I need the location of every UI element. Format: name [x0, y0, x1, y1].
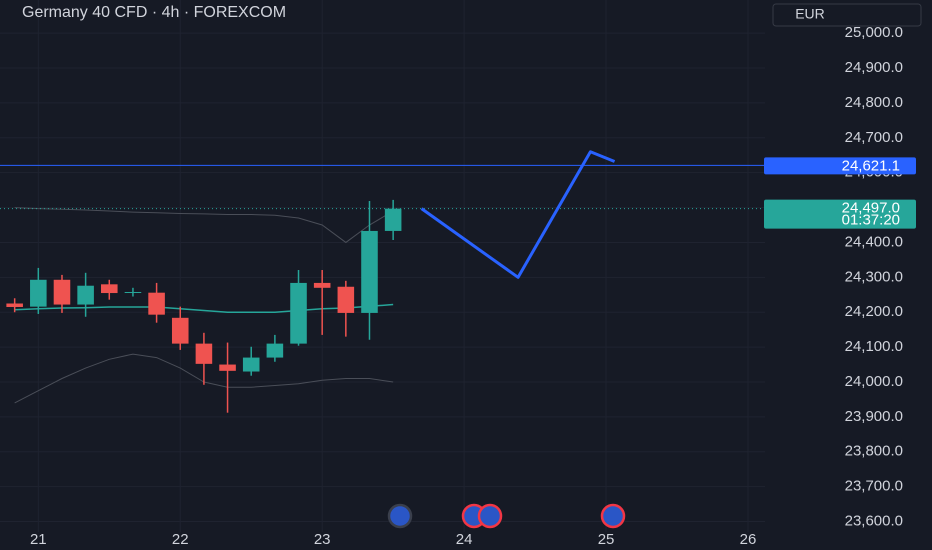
y-tick-label: 23,800.0: [845, 443, 903, 460]
x-tick-label: 26: [740, 531, 757, 548]
candle-body: [384, 208, 402, 231]
event-icon: [600, 503, 626, 529]
x-tick-label: 22: [172, 531, 189, 548]
indicator-line: [14, 303, 394, 313]
candle-body: [290, 282, 307, 344]
event-icon: [387, 503, 413, 529]
candle-body: [361, 230, 378, 313]
x-tick-label: 21: [30, 531, 47, 548]
candle-body: [124, 291, 142, 293]
y-tick-label: 24,900.0: [845, 59, 903, 76]
drawing-path: [420, 150, 616, 279]
price-label-box: [764, 157, 916, 175]
x-tick-label: 23: [314, 531, 331, 548]
candle-body: [101, 284, 118, 294]
y-tick-label: 25,000.0: [845, 24, 903, 41]
candle-body: [171, 317, 189, 344]
price-label: 24,621.1: [842, 157, 900, 174]
y-tick-label: 24,400.0: [845, 233, 903, 250]
candle-body: [195, 343, 213, 364]
candle-body: [30, 279, 47, 307]
y-tick-label: 23,600.0: [845, 513, 903, 530]
y-tick-label: 24,200.0: [845, 303, 903, 320]
candle-body: [6, 303, 23, 307]
candle-body: [266, 343, 284, 358]
candle-body: [148, 292, 165, 315]
candle-body: [53, 279, 71, 305]
x-tick-label: 24: [456, 531, 473, 548]
candle-body: [219, 364, 236, 371]
event-icon: [477, 503, 503, 529]
chart-title: Germany 40 CFD · 4h · FOREXCOM: [22, 4, 286, 21]
price-axis: [765, 0, 932, 550]
last-price-box: [764, 199, 916, 229]
indicator-line: [14, 207, 394, 244]
y-tick-label: 24,100.0: [845, 338, 903, 355]
y-tick-label: 24,300.0: [845, 268, 903, 285]
candle-body: [337, 286, 355, 313]
y-tick-label: 24,800.0: [845, 94, 903, 111]
y-tick-label: 24,000.0: [845, 373, 903, 390]
currency-box: [772, 3, 922, 27]
countdown-label: 01:37:20: [842, 212, 900, 229]
y-tick-label: 23,900.0: [845, 408, 903, 425]
last-price-label: 24,497.0: [842, 200, 900, 217]
candle-body: [242, 357, 260, 372]
y-tick-label: 24,700.0: [845, 129, 903, 146]
currency-label: EUR: [795, 6, 825, 22]
x-tick-label: 25: [598, 531, 615, 548]
candle-body: [77, 285, 94, 305]
candle-body: [313, 282, 331, 288]
y-tick-label: 23,700.0: [845, 478, 903, 495]
